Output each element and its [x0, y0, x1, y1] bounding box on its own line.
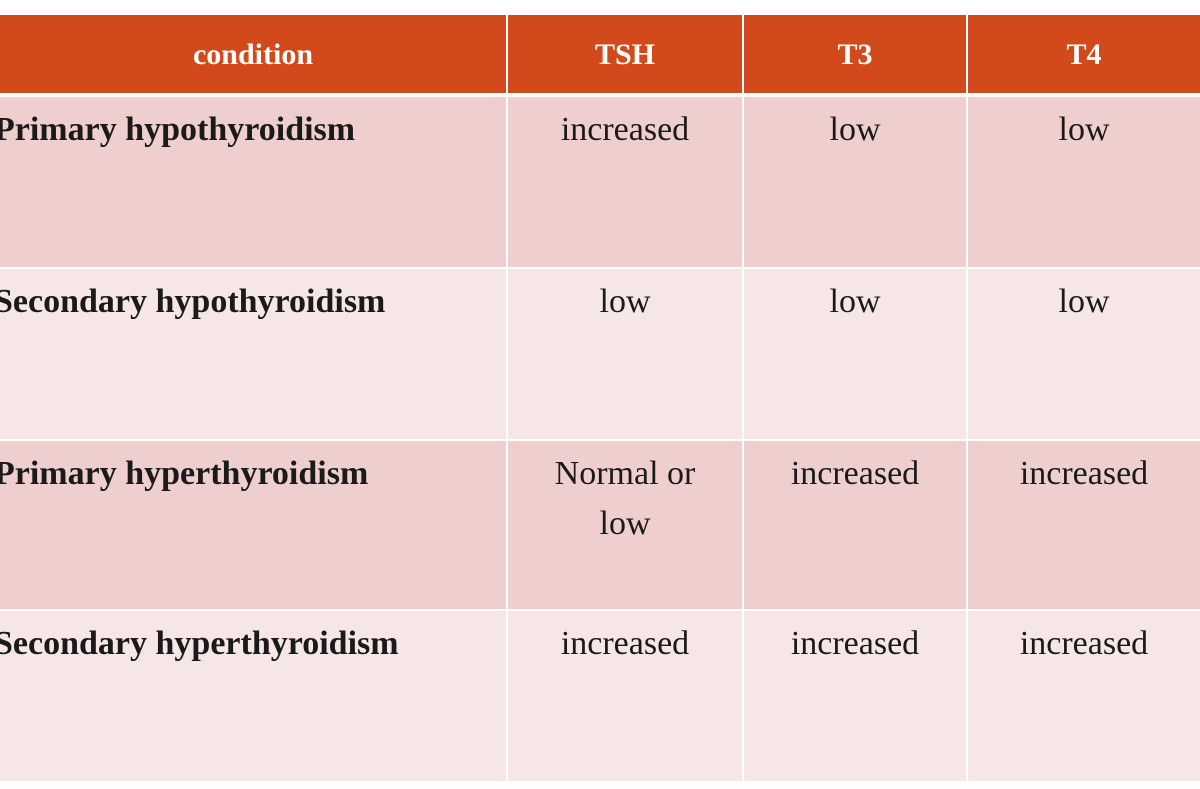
header-cell: T4 [968, 15, 1200, 93]
header-cell: T3 [744, 15, 966, 93]
value-cell: increased [508, 97, 742, 267]
value-cell: increased [744, 611, 966, 781]
value-cell: increased [744, 441, 966, 609]
condition-cell: Primary hypothyroidism [0, 97, 506, 267]
value-cell: low [968, 269, 1200, 439]
value-cell: Normal or low [508, 441, 742, 609]
value-cell: increased [508, 611, 742, 781]
condition-cell: Secondary hypothyroidism [0, 269, 506, 439]
value-cell: low [744, 269, 966, 439]
condition-cell: Primary hyperthyroidism [0, 441, 506, 609]
value-cell: increased [968, 611, 1200, 781]
value-cell: increased [968, 441, 1200, 609]
condition-cell: Secondary hyperthyroidism [0, 611, 506, 781]
value-cell: low [968, 97, 1200, 267]
header-cell: TSH [508, 15, 742, 93]
header-cell: condition [0, 15, 506, 93]
value-cell: low [508, 269, 742, 439]
value-cell: low [744, 97, 966, 267]
